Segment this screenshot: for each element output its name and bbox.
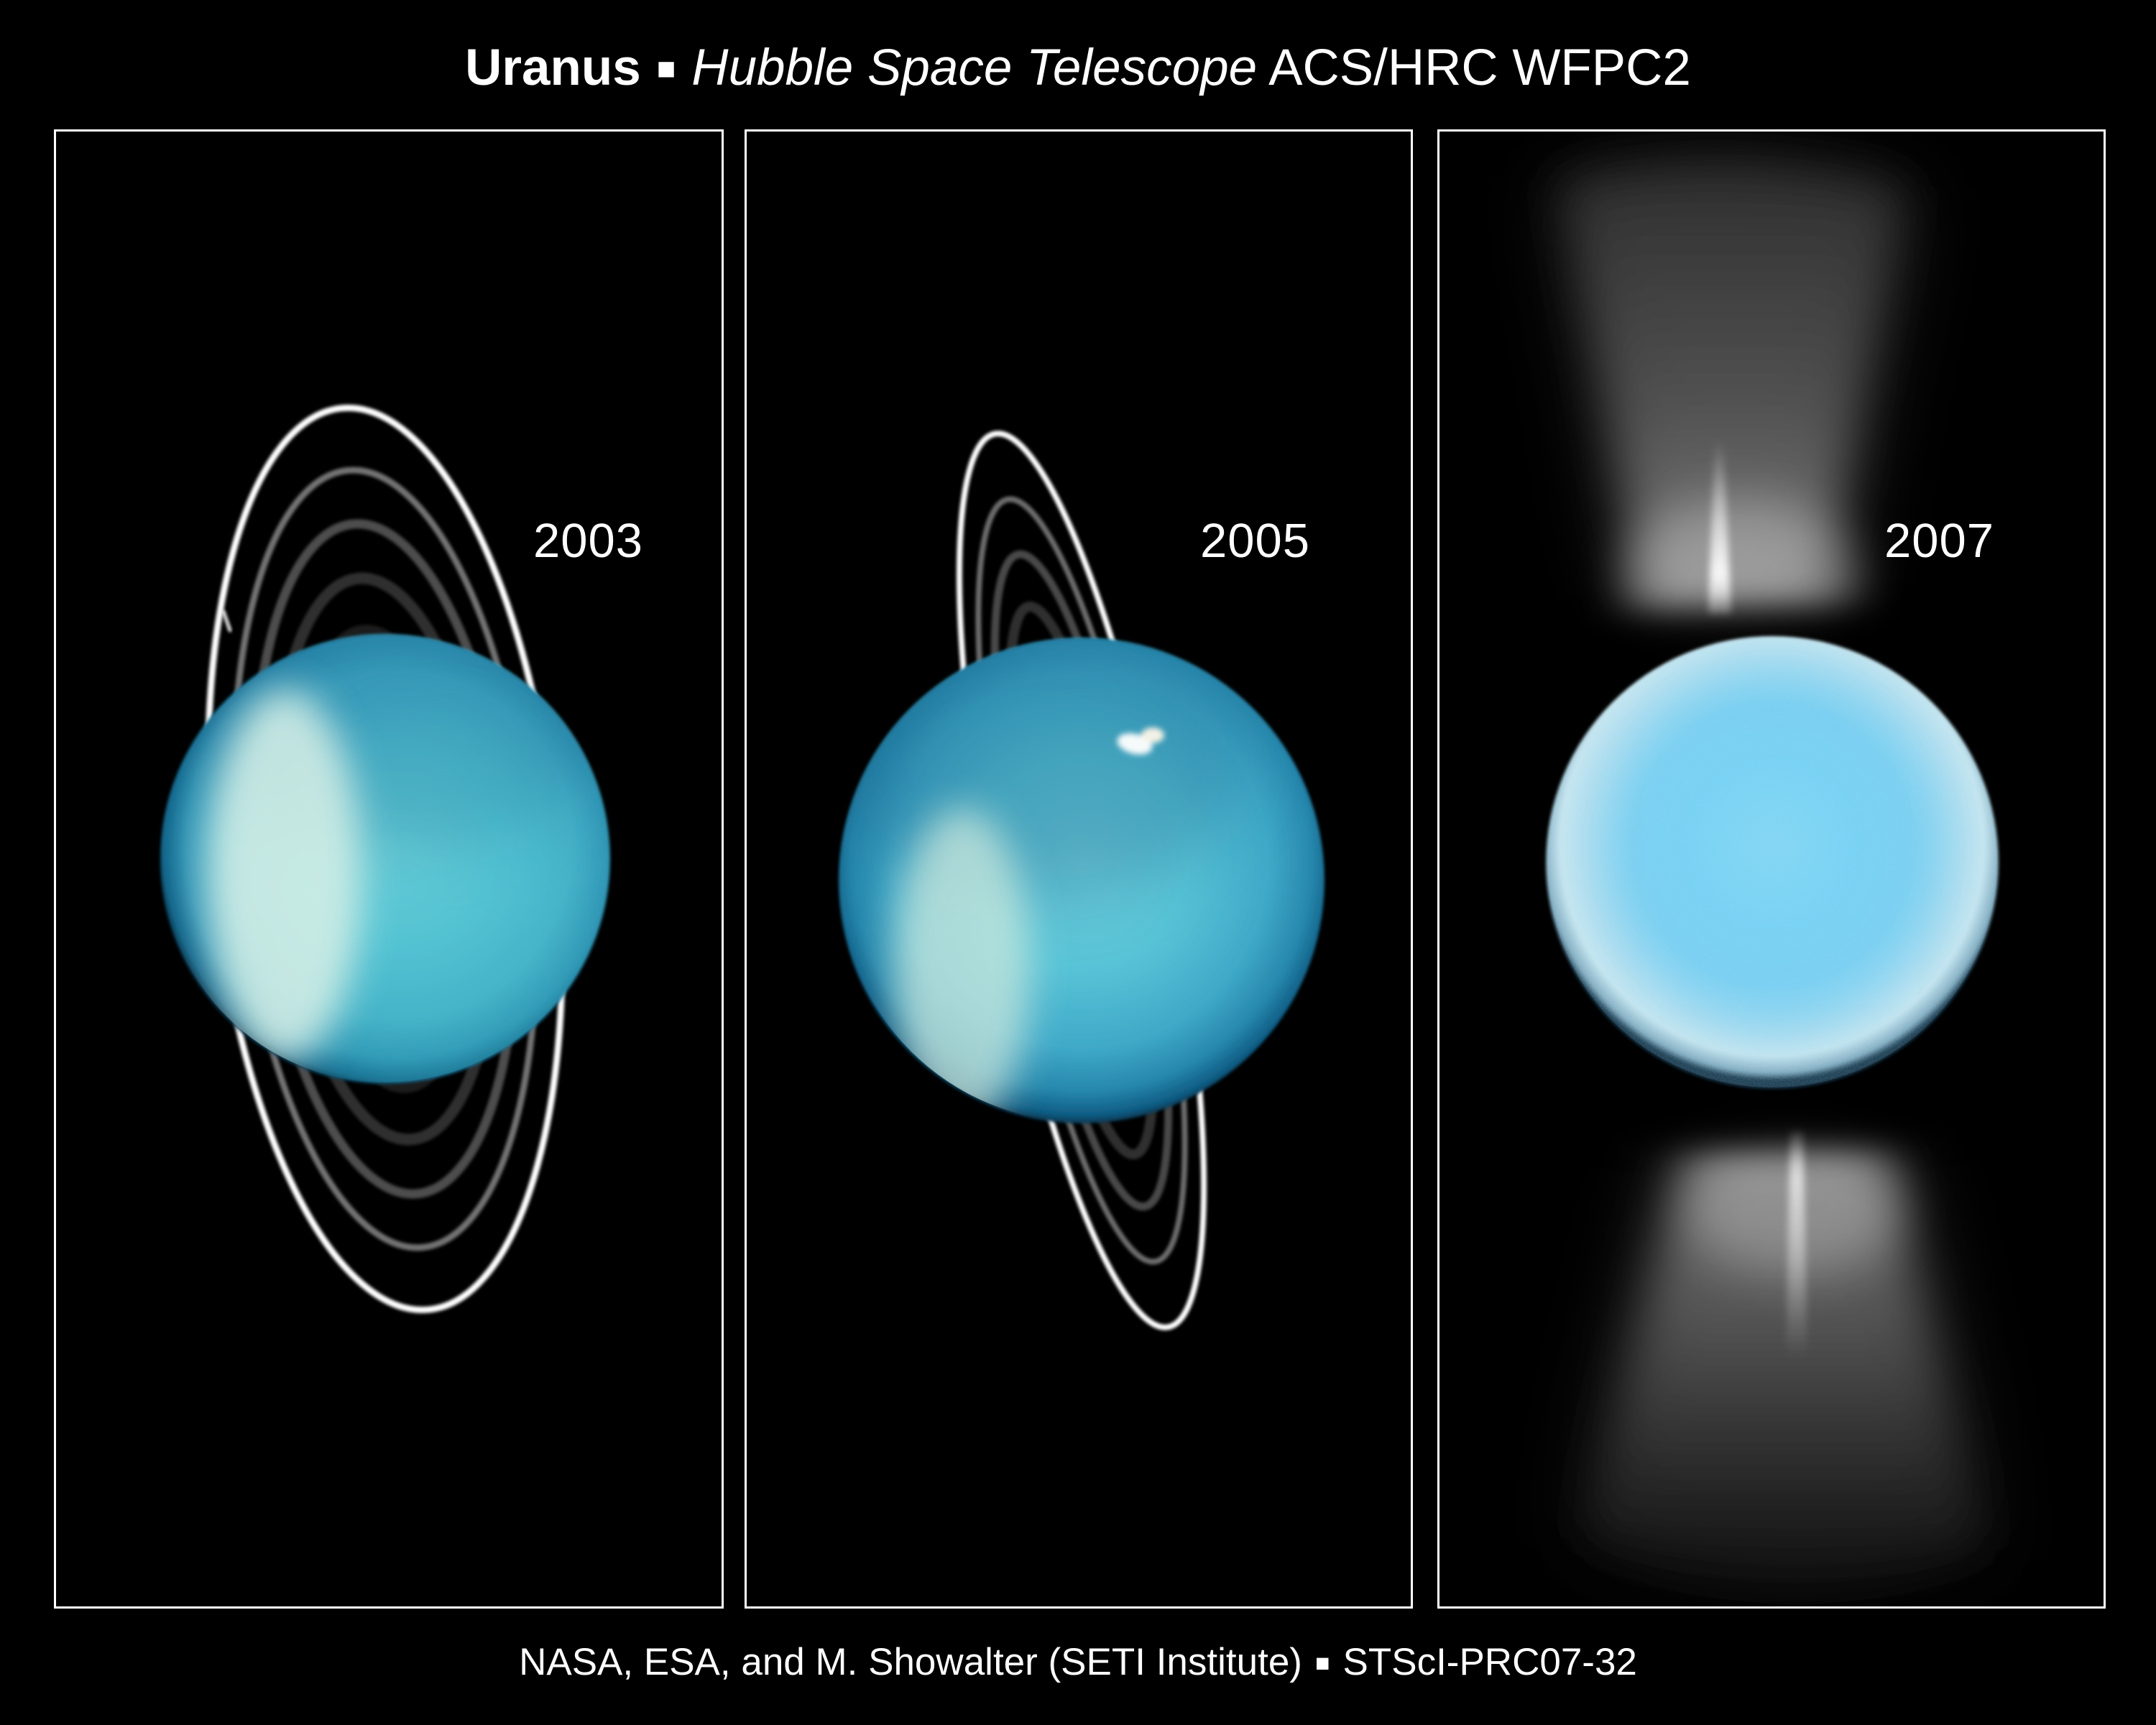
square-bullet-icon: ■ [656, 51, 676, 86]
year-label-2003: 2003 [533, 514, 644, 568]
square-bullet-icon: ■ [1314, 1650, 1330, 1677]
ring-fan-south [1535, 1046, 2009, 1600]
panel-2003 [54, 129, 724, 1609]
dark-north-region [840, 639, 1250, 901]
uranus-2007-photo [1535, 159, 2009, 1600]
credit-text: NASA, ESA, and M. Showalter (SETI Instit… [519, 1641, 1302, 1683]
ring-spike-south [1786, 1131, 1807, 1357]
uranus-2003-photo [160, 404, 610, 1314]
teal-mid-region [286, 721, 602, 1082]
moon-streak [221, 610, 232, 632]
title-telescope: Hubble Space Telescope [691, 40, 1258, 96]
planet-uranus-2003 [160, 634, 610, 1084]
bright-cloud-spot [1117, 727, 1164, 755]
credit-caption: NASA, ESA, and M. Showalter (SETI Instit… [0, 1637, 2156, 1688]
shadow-gap-south [1535, 1046, 2009, 1147]
pale-polar-band [894, 807, 1031, 1122]
panel-2005 [745, 129, 1413, 1609]
release-id: STScI-PRC07-32 [1342, 1641, 1637, 1683]
title-object: Uranus [465, 40, 641, 96]
pale-polar-band [207, 689, 362, 1062]
year-label-2005: 2005 [1200, 514, 1311, 568]
title-instruments: ACS/HRC WFPC2 [1268, 40, 1691, 96]
bright-core-region [1612, 671, 1943, 1030]
planet-uranus-2007 [1546, 636, 1999, 1089]
panel-2007 [1437, 129, 2106, 1609]
title: Uranus ■ Hubble Space Telescope ACS/HRC WFP… [0, 29, 2156, 108]
ring-fan-north [1535, 159, 2009, 721]
planet-uranus-2005 [839, 638, 1325, 1123]
year-label-2007: 2007 [1884, 514, 1995, 568]
uranus-2005-photo [839, 431, 1325, 1330]
ring-spike-north [1708, 441, 1731, 615]
